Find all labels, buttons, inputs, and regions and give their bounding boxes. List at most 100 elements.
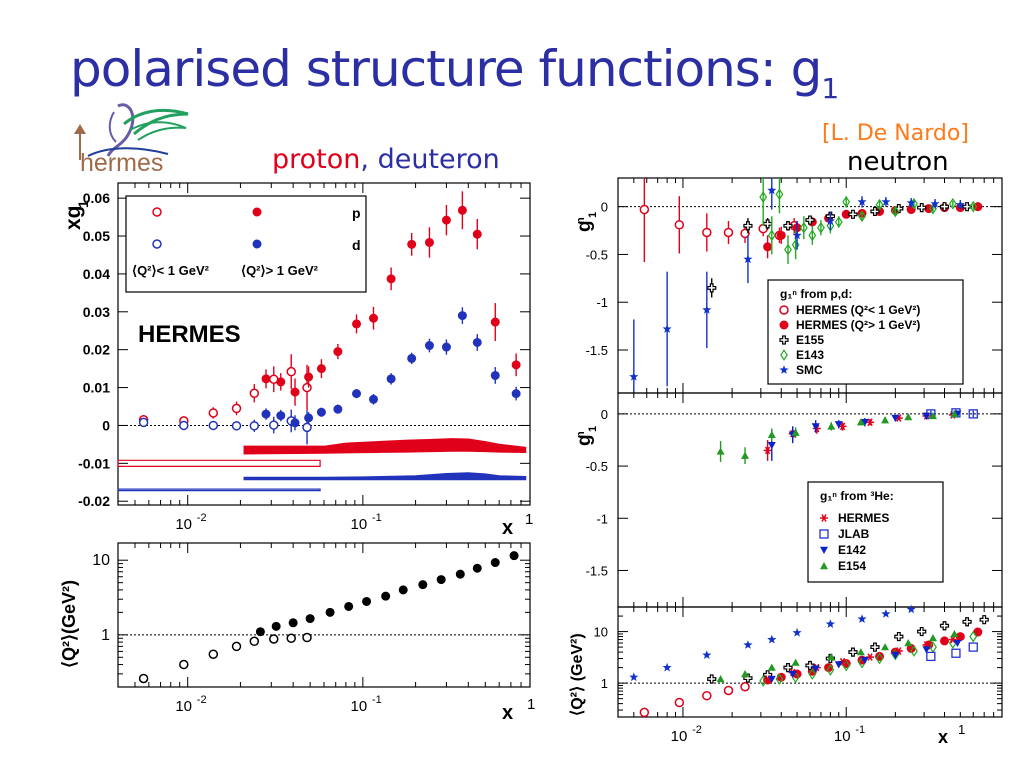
slide-title-subscript: 1 bbox=[821, 72, 839, 105]
data-point bbox=[741, 670, 750, 678]
data-point bbox=[325, 607, 335, 617]
data-point bbox=[424, 237, 434, 247]
data-point bbox=[891, 205, 900, 218]
data-point bbox=[702, 690, 712, 701]
asterisk-stroke bbox=[896, 414, 902, 422]
data-point bbox=[249, 388, 260, 398]
data-point bbox=[304, 413, 314, 423]
data-point bbox=[767, 634, 777, 644]
data-point bbox=[261, 374, 271, 384]
data-point bbox=[969, 630, 978, 643]
data-point bbox=[763, 242, 773, 252]
data-point bbox=[511, 389, 521, 399]
data-point bbox=[386, 274, 396, 284]
chart-xg1-legend: pd ⟨Q²⟩< 1 GeV² ⟨Q²⟩> 1 GeV² bbox=[125, 195, 367, 293]
data-point bbox=[792, 230, 802, 240]
x-axis-label: x bbox=[502, 517, 513, 539]
data-point bbox=[304, 372, 314, 382]
data-point bbox=[955, 200, 965, 209]
data-point bbox=[848, 209, 858, 219]
series-p-1 bbox=[261, 191, 521, 406]
data-point bbox=[386, 374, 396, 384]
data-point bbox=[788, 670, 797, 679]
data-point bbox=[138, 417, 149, 428]
data-point bbox=[629, 672, 639, 682]
hermes-annotation: HERMES bbox=[138, 321, 241, 348]
data-point bbox=[716, 675, 725, 683]
data-point bbox=[784, 243, 792, 256]
data-point bbox=[848, 647, 858, 657]
asterisk-stroke bbox=[821, 514, 827, 522]
x-tick-label-exponent: -2 bbox=[692, 724, 702, 736]
legend-entry: HERMES (Q²< 1 GeV²) bbox=[796, 303, 920, 317]
legend-label-d: d bbox=[352, 237, 361, 253]
data-point bbox=[811, 665, 820, 673]
slide-title-text: polarised structure functions: g bbox=[70, 40, 822, 98]
data-point bbox=[910, 645, 918, 657]
y-tick-label: 10 bbox=[594, 625, 608, 640]
series-e143-3 bbox=[759, 178, 978, 264]
data-point bbox=[953, 639, 962, 648]
y-tick-label: -0.5 bbox=[586, 247, 608, 262]
y-axis-label-subscript: 1 bbox=[587, 212, 599, 218]
data-point bbox=[950, 409, 959, 418]
data-point bbox=[231, 403, 242, 414]
data-point bbox=[639, 204, 650, 215]
x-tick-label: 10 bbox=[351, 698, 368, 715]
legend-marker bbox=[820, 546, 828, 554]
data-point bbox=[939, 202, 950, 212]
data-point bbox=[702, 227, 712, 238]
data-point bbox=[490, 558, 500, 568]
data-point bbox=[870, 206, 880, 217]
x-axis-end-label: 1 bbox=[525, 511, 533, 528]
data-point bbox=[441, 215, 451, 225]
series-high-1 bbox=[255, 551, 519, 637]
y-tick-label: 0 bbox=[102, 417, 110, 433]
data-point bbox=[472, 563, 482, 573]
data-point bbox=[759, 191, 768, 203]
data-point bbox=[860, 419, 869, 427]
data-point bbox=[857, 614, 867, 623]
data-point bbox=[906, 604, 916, 614]
data-point bbox=[741, 451, 750, 459]
y-axis-label-subscript: 1 bbox=[75, 200, 91, 208]
y-axis-label: ⟨Q²⟩ (GeV²) bbox=[569, 633, 586, 716]
data-point bbox=[775, 188, 784, 201]
data-point bbox=[808, 668, 817, 680]
data-point bbox=[808, 229, 817, 242]
data-point bbox=[457, 311, 467, 321]
y-tick-label: -0.01 bbox=[78, 455, 110, 471]
data-point bbox=[261, 409, 271, 419]
data-point bbox=[662, 324, 672, 333]
data-point bbox=[792, 627, 802, 637]
legend-title: g₁ⁿ from ³He: bbox=[820, 489, 894, 503]
x-axis-label: x bbox=[502, 702, 513, 724]
y-axis-label: ⟨Q²⟩(GeV²) bbox=[59, 580, 79, 668]
y-tick-label: 0 bbox=[601, 407, 608, 422]
data-point bbox=[866, 418, 875, 427]
data-point bbox=[968, 642, 978, 652]
data-point bbox=[249, 421, 260, 431]
series-d-2 bbox=[138, 409, 312, 445]
logo-text: hermes bbox=[80, 149, 164, 177]
data-point bbox=[827, 653, 836, 661]
data-point bbox=[805, 215, 815, 225]
chart-q2n-axes: 1 10 10 -2 10 -1 bbox=[594, 606, 1003, 745]
x-tick-label: 10 bbox=[834, 728, 851, 745]
data-point bbox=[290, 418, 300, 428]
legend-entry: E142 bbox=[838, 543, 866, 557]
y-axis-label: g bbox=[574, 220, 595, 232]
data-point bbox=[302, 422, 312, 433]
data-point bbox=[398, 585, 408, 595]
legend-marker bbox=[820, 514, 828, 522]
x-tick-label: 10 bbox=[175, 698, 192, 715]
data-point bbox=[740, 228, 750, 239]
data-point bbox=[799, 221, 808, 234]
series-d-3 bbox=[261, 307, 521, 431]
legend-marker bbox=[779, 365, 789, 374]
data-point bbox=[881, 643, 890, 651]
systematic-band bbox=[117, 459, 321, 467]
asterisk-stroke bbox=[950, 635, 956, 644]
data-point bbox=[333, 404, 343, 414]
